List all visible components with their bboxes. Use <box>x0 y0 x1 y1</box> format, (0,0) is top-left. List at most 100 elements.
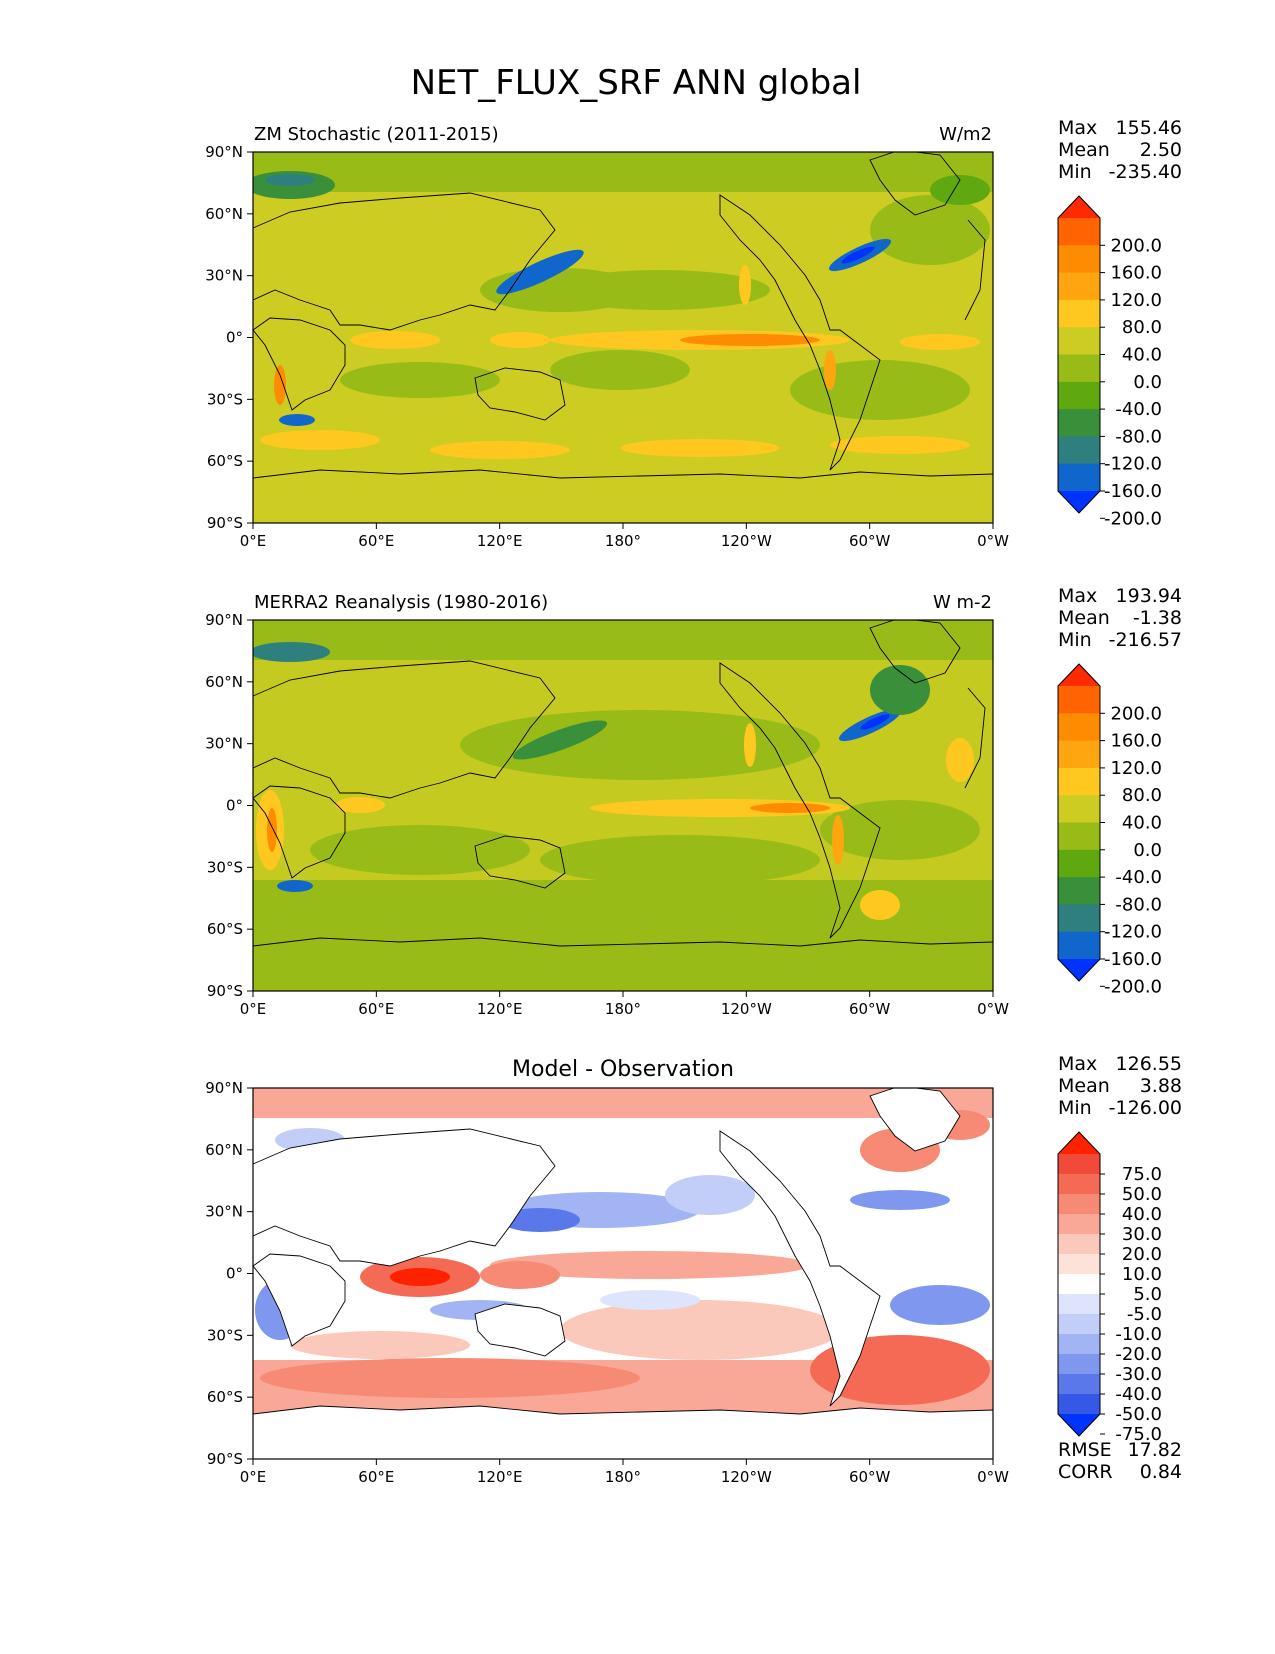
colorbar-segment <box>1058 1354 1100 1375</box>
colorbar-segment <box>1058 877 1100 905</box>
lon-tick-label: 0°W <box>977 1468 1009 1486</box>
colorbar-label: 40.0 <box>1122 345 1162 366</box>
lat-tick-label: 90°S <box>207 1450 243 1468</box>
lon-tick-label: 180° <box>605 1468 641 1486</box>
colorbar-segment <box>1058 327 1100 355</box>
colorbar-label: 80.0 <box>1122 785 1162 806</box>
diff-colorbar: 75.050.040.030.020.010.05.0-5.0-10.0-20.… <box>1057 1131 1162 1445</box>
colorbar-segment <box>1058 381 1100 410</box>
diff-axis-ticks: 90°N 60°N 30°N 0° 30°S 60°S 90°S0°E 60°E 120°E 18… <box>205 1079 1009 1486</box>
model-mean-label: Mean <box>1058 139 1110 161</box>
colorbar-segment <box>1058 299 1100 328</box>
obs-left-title: MERRA2 Reanalysis (1980-2016) <box>254 592 548 613</box>
colorbar-label: -40.0 <box>1115 399 1162 420</box>
lon-tick-label: 60°W <box>849 1468 891 1486</box>
lon-tick-label: 0°W <box>977 532 1009 550</box>
lon-tick-label: 120°W <box>721 1000 772 1018</box>
obs-stats: Max 193.94 Mean -1.38 Min -216.57 <box>1058 585 1182 651</box>
colorbar-segment <box>1058 713 1100 742</box>
lat-tick-label: 90°S <box>207 514 243 532</box>
lon-tick-label: 180° <box>605 1000 641 1018</box>
model-units: W/m2 <box>939 124 992 145</box>
lat-tick-label: 60°N <box>205 205 243 223</box>
colorbar-label: -160.0 <box>1104 949 1162 970</box>
colorbar-label: -80.0 <box>1115 426 1162 447</box>
lat-tick-label: 30°S <box>207 858 243 876</box>
diff-max-value: 126.55 <box>1116 1053 1182 1075</box>
lat-tick-label: 90°N <box>205 611 243 629</box>
model-axis-ticks: 90°N 60°N 30°N 0° 30°S 60°S 90°S0°E 60°E 120°E 18… <box>205 143 1009 550</box>
lat-tick-label: 60°S <box>207 920 243 938</box>
lon-tick-label: 60°E <box>358 1468 394 1486</box>
model-min-label: Min <box>1058 161 1092 183</box>
colorbar-segment <box>1058 740 1100 769</box>
diff-stats: Max 126.55 Mean 3.88 Min -126.00 <box>1058 1053 1182 1119</box>
lon-tick-label: 120°E <box>477 1468 523 1486</box>
colorbar-segment <box>1058 1174 1100 1195</box>
diff-max-label: Max <box>1058 1053 1097 1075</box>
colorbar-label: -80.0 <box>1115 894 1162 915</box>
colorbar-label: 75.0 <box>1122 1164 1162 1185</box>
lat-tick-label: 60°S <box>207 1388 243 1406</box>
colorbar-label: 5.0 <box>1133 1284 1162 1305</box>
lat-tick-label: 60°S <box>207 452 243 470</box>
colorbar-label: 120.0 <box>1110 758 1162 779</box>
corr-value: 0.84 <box>1140 1461 1182 1483</box>
lon-tick-label: 60°W <box>849 1000 891 1018</box>
colorbar-segment <box>1058 686 1100 714</box>
model-stats: Max 155.46 Mean 2.50 Min -235.40 <box>1058 117 1182 183</box>
lon-tick-label: 0°E <box>240 532 267 550</box>
colorbar-label: -200.0 <box>1104 976 1162 997</box>
lat-tick-label: 0° <box>226 329 243 347</box>
colorbar-segment <box>1058 1154 1100 1175</box>
colorbar-label: 0.0 <box>1133 840 1162 861</box>
colorbar-label: -75.0 <box>1115 1424 1162 1445</box>
colorbar-segment <box>1058 822 1100 851</box>
obs-max-label: Max <box>1058 585 1097 607</box>
lon-tick-label: 0°E <box>240 1468 267 1486</box>
colorbar-label: 40.0 <box>1122 813 1162 834</box>
colorbar-label: 80.0 <box>1122 317 1162 338</box>
colorbar-bottom-extend <box>1058 1414 1100 1436</box>
colorbar-segment <box>1058 245 1100 274</box>
panel-model: 90°N 60°N 30°N 0° 30°S 60°S 90°S0°E 60°E 120°E 18… <box>205 117 1182 550</box>
diff-metrics: RMSE 17.82 CORR 0.84 <box>1058 1439 1182 1483</box>
colorbar-segment <box>1058 767 1100 796</box>
colorbar-segment <box>1058 1374 1100 1395</box>
diff-land-mask <box>253 1088 993 1459</box>
diff-min-value: -126.00 <box>1109 1097 1182 1119</box>
lon-tick-label: 120°E <box>477 532 523 550</box>
colorbar-segment <box>1058 931 1100 960</box>
colorbar-segment <box>1058 463 1100 492</box>
model-min-value: -235.40 <box>1109 161 1182 183</box>
colorbar-label: 0.0 <box>1133 372 1162 393</box>
obs-min-label: Min <box>1058 629 1092 651</box>
colorbar-segment <box>1058 354 1100 383</box>
colorbar-segment <box>1058 1274 1100 1295</box>
lat-tick-label: 30°S <box>207 390 243 408</box>
colorbar-segment <box>1058 1254 1100 1275</box>
colorbar-bottom-extend <box>1058 959 1100 981</box>
colorbar-label: 30.0 <box>1122 1224 1162 1245</box>
rmse-value: 17.82 <box>1128 1439 1182 1461</box>
lat-tick-label: 0° <box>226 797 243 815</box>
lon-tick-label: 0°W <box>977 1000 1009 1018</box>
colorbar-label: 50.0 <box>1122 1184 1162 1205</box>
obs-colorbar: 200.0 160.0 120.0 80.0 40.0 0.0 -40.0 -80.0 -120… <box>1057 663 1162 997</box>
colorbar-label: 160.0 <box>1110 731 1162 752</box>
colorbar-label: 120.0 <box>1110 290 1162 311</box>
colorbar-segment <box>1058 1234 1100 1255</box>
lat-tick-label: 90°N <box>205 1079 243 1097</box>
model-mean-value: 2.50 <box>1140 139 1182 161</box>
colorbar-segment <box>1058 272 1100 301</box>
lat-tick-label: 60°N <box>205 1141 243 1159</box>
colorbar-top-extend <box>1058 196 1100 218</box>
lat-tick-label: 30°N <box>205 267 243 285</box>
colorbar-label: -200.0 <box>1104 508 1162 529</box>
obs-mean-value: -1.38 <box>1133 607 1182 629</box>
colorbar-label: -40.0 <box>1115 867 1162 888</box>
lat-tick-label: 0° <box>226 1265 243 1283</box>
colorbar-label: -50.0 <box>1115 1404 1162 1425</box>
colorbar-segment <box>1058 849 1100 878</box>
colorbar-label: 200.0 <box>1110 235 1162 256</box>
